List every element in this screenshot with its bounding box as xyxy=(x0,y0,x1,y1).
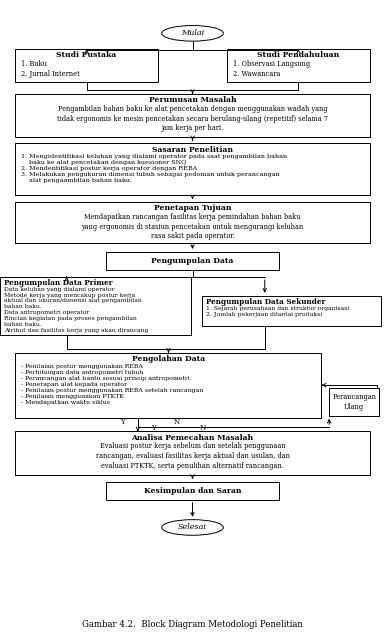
Text: Gambar 4.2.  Block Diagram Metodologi Penelitian: Gambar 4.2. Block Diagram Metodologi Pen… xyxy=(82,620,303,629)
FancyBboxPatch shape xyxy=(15,49,158,82)
Text: Pengumpulan Data Sekunder: Pengumpulan Data Sekunder xyxy=(206,298,325,306)
Text: Perancangan
Ulang: Perancangan Ulang xyxy=(332,393,376,411)
Text: 1. Buku
2. Jurnal Internet: 1. Buku 2. Jurnal Internet xyxy=(21,60,80,78)
FancyBboxPatch shape xyxy=(106,482,279,500)
Text: Kesimpulan dan Saran: Kesimpulan dan Saran xyxy=(144,487,241,495)
Text: Sasaran Penelitian: Sasaran Penelitian xyxy=(152,145,233,154)
Text: Selesai: Selesai xyxy=(178,523,207,532)
Text: Pengumpulan Data: Pengumpulan Data xyxy=(151,257,234,265)
Text: Penetapan Tujuan: Penetapan Tujuan xyxy=(154,205,231,212)
Text: Perumusan Masalah: Perumusan Masalah xyxy=(149,96,236,104)
Text: Pengambilan bahan baku ke alat pencetakan dengan menggunakan wadah yang
tidak er: Pengambilan bahan baku ke alat pencetaka… xyxy=(57,105,328,132)
FancyBboxPatch shape xyxy=(15,432,370,475)
Ellipse shape xyxy=(162,25,223,41)
FancyBboxPatch shape xyxy=(106,252,279,270)
Text: 1. Observasi Langsung
2. Wawancara: 1. Observasi Langsung 2. Wawancara xyxy=(233,60,310,78)
Text: 1. Mengidentifikasi keluhan yang dialami operator pada saat pengambilan bahan
  : 1. Mengidentifikasi keluhan yang dialami… xyxy=(21,154,287,183)
Text: Y: Y xyxy=(120,418,125,427)
Text: - Penilaian postur menggunakan REBA
- Perhitungan data antropometri tubuh
- Pera: - Penilaian postur menggunakan REBA - Pe… xyxy=(21,363,203,405)
Text: Studi Pustaka: Studi Pustaka xyxy=(57,51,117,59)
Text: Studi Pendahuluan: Studi Pendahuluan xyxy=(257,51,340,59)
FancyBboxPatch shape xyxy=(15,202,370,243)
FancyBboxPatch shape xyxy=(329,388,379,416)
Text: Mendapatkan rancangan fasilitas kerja pemindahan bahan baku
yang ergonomis di st: Mendapatkan rancangan fasilitas kerja pe… xyxy=(81,213,304,240)
FancyBboxPatch shape xyxy=(15,353,321,418)
FancyBboxPatch shape xyxy=(15,143,370,195)
Ellipse shape xyxy=(162,520,223,535)
Text: Evaluasi postur kerja sebelum dan setelah penggunaan
rancangan, evaluasi fasilit: Evaluasi postur kerja sebelum dan setela… xyxy=(95,442,290,470)
Text: 1. Sejarah perusahaan dan struktur organisasi
2. Jumlah pekerjaan dilantai produ: 1. Sejarah perusahaan dan struktur organ… xyxy=(206,306,349,317)
Text: N: N xyxy=(173,418,179,427)
Text: Analisa Pemecahan Masalah: Analisa Pemecahan Masalah xyxy=(131,434,254,442)
Text: Pengumpulan Data Primer: Pengumpulan Data Primer xyxy=(4,279,112,287)
Text: Y: Y xyxy=(151,425,156,432)
Text: N: N xyxy=(200,425,206,432)
FancyBboxPatch shape xyxy=(15,94,370,137)
FancyBboxPatch shape xyxy=(227,49,370,82)
Text: Pengolahan Data: Pengolahan Data xyxy=(132,355,205,363)
FancyBboxPatch shape xyxy=(0,277,191,336)
FancyBboxPatch shape xyxy=(202,296,381,325)
Text: Mulai: Mulai xyxy=(181,29,204,37)
Text: Data keluhan yang dialami operator
Metode kerja yang mencakup postur kerja
aktua: Data keluhan yang dialami operator Metod… xyxy=(4,287,148,333)
